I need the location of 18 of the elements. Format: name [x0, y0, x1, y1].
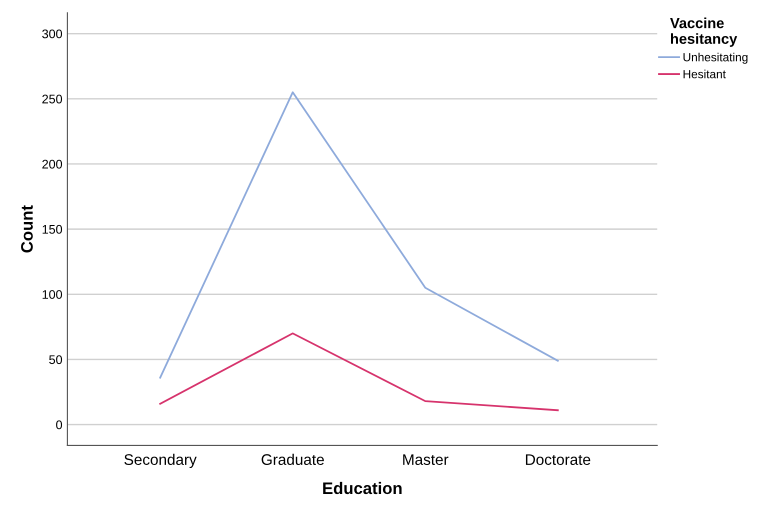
legend-title: Vaccine hesitancy: [670, 18, 738, 47]
line-series: [159, 91, 559, 379]
y-tick-label: 0: [56, 420, 62, 430]
x-tick-label: Graduate: [262, 454, 324, 465]
x-axis-title: Education: [323, 482, 402, 494]
x-tick-label: Doctorate: [526, 454, 590, 465]
y-tick-label: 300: [42, 29, 62, 38]
legend-label: Unhesitating: [684, 52, 748, 64]
y-tick-label: 250: [42, 94, 62, 104]
line-series: [159, 332, 559, 412]
y-axis-title: Count: [21, 205, 33, 252]
y-tick-label: 50: [49, 355, 62, 364]
legend-label: Hesitant: [684, 70, 726, 78]
y-tick-label: 100: [42, 290, 62, 299]
x-tick-label: Master: [403, 454, 448, 465]
x-tick-label: Secondary: [124, 454, 197, 468]
y-tick-label: 150: [42, 224, 62, 234]
y-tick-label: 200: [42, 160, 62, 169]
